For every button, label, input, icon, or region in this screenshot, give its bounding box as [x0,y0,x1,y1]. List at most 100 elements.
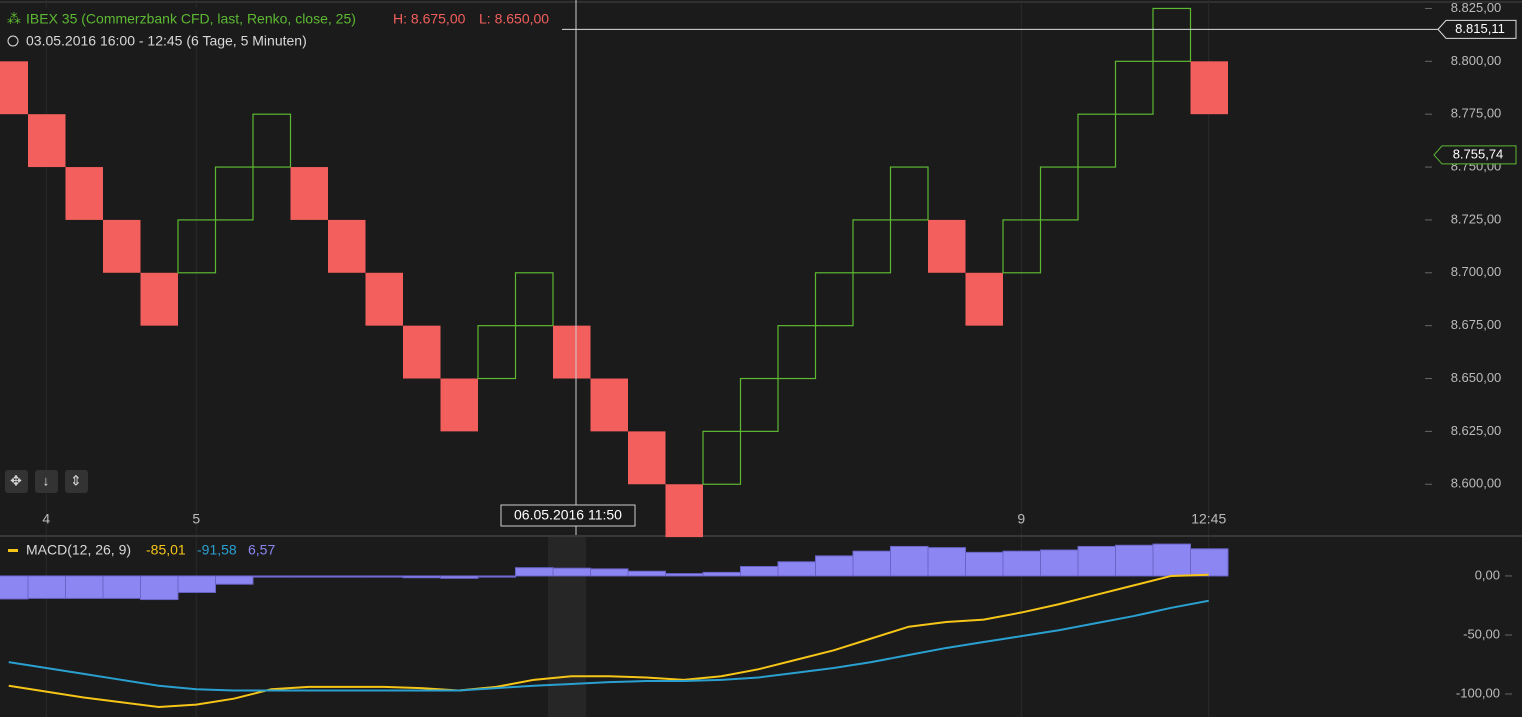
up-brick [1077,113,1117,168]
up-brick [477,325,517,380]
down-icon: ↓ [43,473,50,489]
histogram-bar [927,547,966,577]
y-tick-label: 8.675,00 [1451,317,1502,332]
high-label: H: 8.675,00 [393,11,466,27]
y-tick-label: 0,00 [1475,567,1500,582]
crosshair-price-label: 8.815,11 [1455,21,1505,36]
histogram-bar [590,568,629,577]
y-tick-label: 8.625,00 [1451,423,1502,438]
up-brick [1002,219,1042,274]
crosshair-column [548,537,586,717]
y-tick-label: 8.725,00 [1451,211,1502,226]
signal-line [8,599,1209,692]
last-price-tag [1433,145,1517,165]
down-brick [440,378,478,432]
histogram-bar [852,550,891,577]
histogram-bar [777,561,816,577]
down-brick [1190,61,1228,115]
histogram-bar [327,575,366,578]
up-brick [702,430,742,485]
down-button[interactable] [35,470,58,493]
low-label: L: 8.650,00 [479,11,549,27]
up-brick [852,219,892,274]
histogram-bar [1152,543,1191,577]
histogram-bar [252,575,291,578]
up-brick [777,325,817,380]
histogram-bar [702,571,741,577]
macd-legend-swatch [8,549,18,552]
down-brick [665,484,703,538]
down-brick [103,219,141,273]
date-tag [500,504,636,527]
histogram-bar [1115,544,1154,577]
down-brick [628,431,666,485]
down-brick [403,325,441,379]
down-brick [65,167,103,220]
x-tick-label: 12:45 [1191,511,1226,527]
down-brick [28,114,66,168]
move-icon: ✥ [10,473,22,489]
y-tick-label: 8.825,00 [1451,0,1502,15]
macd-line [8,573,1209,708]
y-tick-label: 8.600,00 [1451,476,1502,491]
histogram-bar [102,575,141,599]
histogram-bar [140,575,179,601]
signal-readout: -91,58 [197,542,237,558]
histogram-bar [365,575,404,578]
up-brick [1152,7,1192,62]
histogram-bar [27,575,66,599]
x-tick-label: 4 [42,511,50,527]
toolbar: ✥ ↓ ⇕ [5,470,88,493]
x-tick-label: 5 [192,511,200,527]
down-brick [328,219,366,273]
histogram-bar [65,575,104,599]
histogram-bar [290,575,329,578]
up-brick [814,272,854,327]
down-brick [140,272,178,326]
y-tick-label: 8.650,00 [1451,370,1502,385]
price-tag [1437,19,1517,39]
move-button[interactable] [5,470,28,493]
y-tick-label: 8.775,00 [1451,106,1502,121]
down-brick [0,61,28,115]
scale-icon: ⇕ [70,473,82,489]
histogram-bar [665,573,704,577]
histogram-bar [815,555,854,577]
histogram-bar [1002,550,1041,577]
last-price-label: 8.755,74 [1453,146,1504,161]
up-brick [514,272,554,327]
x-tick-label: 9 [1017,511,1025,527]
histogram-bar [477,575,516,578]
down-brick [590,378,628,432]
down-brick [365,272,403,326]
up-brick [252,113,292,168]
scale-button[interactable] [65,470,88,493]
down-brick [553,325,591,379]
crosshair-date-label: 06.05.2016 11:50 [514,507,622,523]
histogram-readout: 6,57 [248,542,275,558]
macd-title: MACD(12, 26, 9) [26,542,131,558]
y-tick-label: -100,00 [1456,685,1500,700]
down-brick [965,272,1003,326]
histogram-bar [627,570,666,577]
histogram-bar [215,575,254,585]
up-brick [739,377,779,432]
chart-title: IBEX 35 (Commerzbank CFD, last, Renko, c… [26,11,356,27]
histogram-bar [740,566,779,577]
histogram-bar [177,575,216,593]
macd-readout: -85,01 [146,542,186,558]
histogram-bar [515,567,554,577]
down-brick [290,167,328,220]
down-brick [928,219,966,273]
y-tick-label: -50,00 [1463,626,1500,641]
instrument-icon: ⁂ [7,11,21,27]
histogram-bar [1040,549,1079,577]
histogram-bar [965,551,1004,577]
clock-icon [7,35,19,47]
up-brick [1039,166,1079,221]
histogram-bar [402,575,441,579]
up-brick [177,219,217,274]
histogram-bar [440,575,479,579]
